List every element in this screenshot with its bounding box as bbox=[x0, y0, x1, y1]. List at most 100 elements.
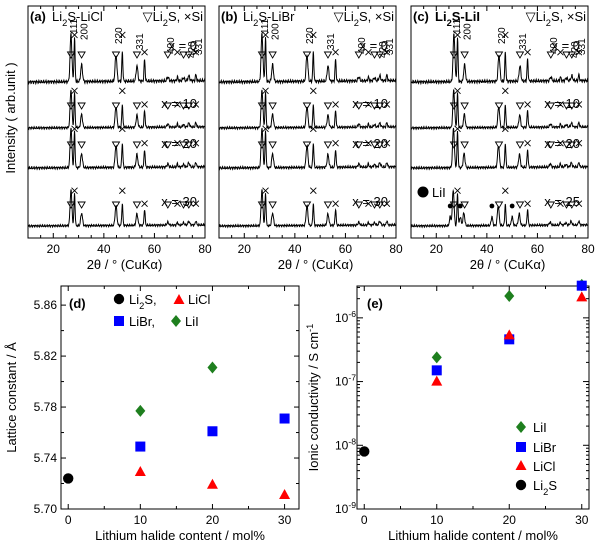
si-peak-marker bbox=[262, 31, 269, 39]
si-peak-marker bbox=[141, 200, 148, 207]
trace-label: x = 0 bbox=[168, 38, 197, 53]
si-peak-marker bbox=[365, 48, 372, 56]
trace-label: x = 10 bbox=[352, 96, 388, 111]
li2s-peak-marker bbox=[268, 102, 277, 110]
si-peak-marker bbox=[524, 200, 531, 207]
li2s-peak-marker bbox=[184, 201, 194, 209]
xrd-trace bbox=[410, 127, 589, 171]
y-tick-label: 5.70 bbox=[34, 502, 58, 516]
hkl-label: 200 bbox=[80, 23, 91, 40]
hkl-label: 331 bbox=[135, 33, 146, 50]
trace-label: x = 0 bbox=[359, 38, 388, 53]
y-tick-label: 10-7 bbox=[335, 373, 356, 389]
hkl-label: 331 bbox=[326, 33, 337, 50]
li2s-peak-marker bbox=[132, 201, 142, 209]
li2s-peak-marker bbox=[494, 51, 504, 59]
xrd-trace bbox=[218, 89, 397, 131]
si-peak-marker bbox=[174, 101, 181, 108]
si-peak-marker bbox=[557, 101, 564, 108]
si-peak-marker bbox=[192, 101, 200, 108]
si-peak-marker bbox=[454, 31, 461, 39]
trace-label: x = 20 bbox=[352, 136, 388, 151]
li2s-peak-marker bbox=[302, 102, 312, 110]
trace-label: x = 30 bbox=[161, 194, 197, 209]
li2s-peak-marker bbox=[257, 51, 267, 59]
li2s-peak-marker bbox=[562, 201, 571, 209]
li2s-peak-marker bbox=[370, 141, 379, 149]
si-peak-marker bbox=[557, 200, 564, 207]
legend: Li2S, LiCl LiBr, LiI bbox=[113, 292, 211, 329]
li2s-peak-marker bbox=[354, 102, 364, 110]
x-axis-label: Lithium halide content / mol% bbox=[95, 528, 265, 543]
xrd-panel-a: 20 40 60 80 2θ / ° (CuKα) (a) Li2S-LiCl ▽Li2S, … bbox=[3, 5, 212, 272]
si-peak-marker bbox=[332, 139, 339, 147]
li2s-peak-marker bbox=[515, 51, 525, 59]
legend-label-lii: LiI bbox=[185, 314, 199, 329]
li2s-peak-marker bbox=[132, 102, 142, 110]
x-tick-label: 80 bbox=[581, 242, 595, 256]
x-tick-label: 0 bbox=[361, 513, 368, 527]
data-point bbox=[503, 329, 515, 340]
y-axis-label: Ionic conductivity / S cm-1 bbox=[305, 324, 321, 472]
li2s-peak-marker bbox=[562, 141, 571, 149]
si-peak-marker bbox=[262, 187, 269, 195]
li2s-peak-marker bbox=[546, 201, 556, 209]
li2s-peak-marker bbox=[323, 201, 333, 209]
xrd-trace bbox=[410, 89, 589, 131]
x-tick-label: 10 bbox=[430, 513, 444, 527]
hkl-label: 331 bbox=[385, 38, 396, 55]
data-point bbox=[207, 361, 218, 374]
hkl-label: 111 bbox=[69, 18, 80, 34]
xrd-trace bbox=[410, 33, 589, 86]
data-point bbox=[504, 290, 515, 303]
x-tick-label: 80 bbox=[198, 242, 212, 256]
li2s-peak-marker bbox=[354, 51, 364, 59]
x-tick-label: 80 bbox=[389, 242, 403, 256]
li2s-peak-marker bbox=[66, 102, 76, 110]
si-peak-marker bbox=[262, 87, 269, 95]
lii-peak-marker bbox=[447, 203, 453, 209]
li2s-peak-marker bbox=[460, 201, 469, 209]
panel-title: Li2S-LiBr bbox=[243, 9, 295, 28]
data-point bbox=[173, 294, 185, 304]
si-peak-marker bbox=[501, 125, 509, 133]
si-peak-marker bbox=[192, 139, 200, 147]
data-point bbox=[431, 375, 443, 386]
si-peak-marker bbox=[557, 48, 564, 56]
scatter-panel-d: 0 10 20 30 5.70 5.74 5.78 5.82 5.86 Lithium halid… bbox=[4, 285, 300, 543]
si-peak-marker bbox=[309, 87, 317, 95]
data-point bbox=[576, 291, 588, 302]
hkl-label: 111 bbox=[452, 18, 463, 34]
x-tick-label: 20 bbox=[206, 513, 220, 527]
x-tick-label: 10 bbox=[134, 513, 148, 527]
li2s-peak-marker bbox=[546, 102, 556, 110]
x-tick-label: 20 bbox=[238, 242, 252, 256]
x-tick-label: 0 bbox=[65, 513, 72, 527]
li2s-peak-marker bbox=[66, 201, 76, 209]
hkl-label: 420 bbox=[378, 41, 389, 58]
li2s-peak-marker bbox=[184, 141, 194, 149]
data-point bbox=[515, 479, 527, 491]
data-point bbox=[516, 442, 526, 452]
li2s-peak-marker bbox=[184, 51, 194, 59]
li2s-peak-marker bbox=[179, 51, 188, 59]
si-peak-marker bbox=[575, 200, 583, 207]
li2s-peak-marker bbox=[257, 102, 267, 110]
hkl-label: 220 bbox=[497, 27, 508, 44]
li2s-peak-marker bbox=[375, 51, 385, 59]
trace-label: x = 10 bbox=[161, 96, 197, 111]
x-tick-label: 40 bbox=[480, 242, 494, 256]
li2s-peak-marker bbox=[354, 201, 364, 209]
x-tick-label: 30 bbox=[278, 513, 292, 527]
x-axis-label: 2θ / ° (CuKα) bbox=[87, 257, 163, 272]
x-tick-label: 30 bbox=[575, 513, 589, 527]
x-tick-label: 40 bbox=[288, 242, 302, 256]
li2s-peak-marker bbox=[268, 201, 277, 209]
xrd-panel-b: 20 40 60 80 2θ / ° (CuKα) (b) Li2S-LiBr ▽Li2S, … bbox=[218, 5, 403, 272]
legend-label: LiCl bbox=[533, 459, 556, 474]
li2s-peak-marker bbox=[268, 51, 277, 59]
y-tick-label: 10-6 bbox=[335, 309, 356, 325]
si-peak-marker bbox=[118, 87, 126, 95]
si-peak-marker bbox=[383, 101, 391, 108]
hkl-label: 331 bbox=[577, 38, 588, 55]
